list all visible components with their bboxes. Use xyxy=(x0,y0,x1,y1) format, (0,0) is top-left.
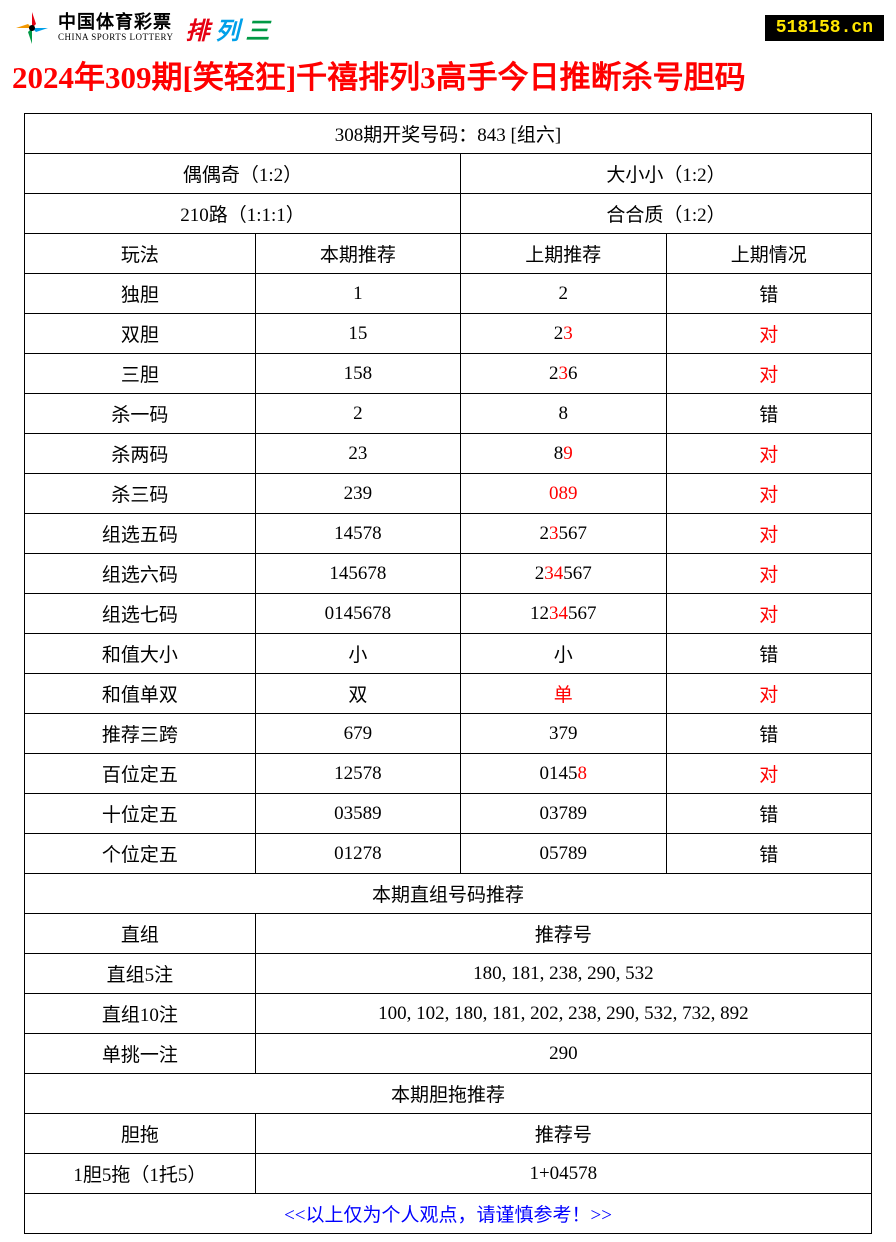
dantuo-label: 1胆5拖（1托5） xyxy=(25,1154,256,1194)
meta-cell: 210路（1:1:1） xyxy=(25,194,461,234)
page-title: 2024年309期[笑轻狂]千禧排列3高手今日推断杀号胆码 xyxy=(0,52,896,105)
prev-recommendation: 234567 xyxy=(461,554,666,594)
current-recommendation: 145678 xyxy=(255,554,460,594)
prev-recommendation: 89 xyxy=(461,434,666,474)
current-recommendation: 23 xyxy=(255,434,460,474)
current-recommendation: 小 xyxy=(255,634,460,674)
column-header: 本期推荐 xyxy=(255,234,460,274)
section-col-header: 推荐号 xyxy=(255,1114,871,1154)
section-col-header: 直组 xyxy=(25,914,256,954)
current-recommendation: 双 xyxy=(255,674,460,714)
ple-char-3: 三 xyxy=(243,11,271,46)
combo-label: 单挑一注 xyxy=(25,1034,256,1074)
play-type: 百位定五 xyxy=(25,754,256,794)
status-cell: 对 xyxy=(666,434,871,474)
status-cell: 对 xyxy=(666,554,871,594)
status-cell: 错 xyxy=(666,794,871,834)
current-recommendation: 03589 xyxy=(255,794,460,834)
play-type: 和值单双 xyxy=(25,674,256,714)
prev-recommendation: 05789 xyxy=(461,834,666,874)
play-type: 三胆 xyxy=(25,354,256,394)
prev-recommendation: 089 xyxy=(461,474,666,514)
prev-recommendation: 1234567 xyxy=(461,594,666,634)
site-url-badge: 518158.cn xyxy=(765,15,884,41)
section-title: 本期胆拖推荐 xyxy=(25,1074,872,1114)
status-cell: 错 xyxy=(666,274,871,314)
play-type: 十位定五 xyxy=(25,794,256,834)
column-header: 玩法 xyxy=(25,234,256,274)
meta-cell: 合合质（1:2） xyxy=(461,194,872,234)
lottery-logo-icon xyxy=(12,8,52,48)
status-cell: 对 xyxy=(666,514,871,554)
section-title: 本期直组号码推荐 xyxy=(25,874,872,914)
current-recommendation: 1 xyxy=(255,274,460,314)
combo-value: 290 xyxy=(255,1034,871,1074)
status-cell: 错 xyxy=(666,634,871,674)
draw-result: 308期开奖号码：843 [组六] xyxy=(25,114,872,154)
prev-recommendation: 2 xyxy=(461,274,666,314)
lottery-name-en: CHINA SPORTS LOTTERY xyxy=(58,33,173,43)
status-cell: 对 xyxy=(666,594,871,634)
combo-label: 直组5注 xyxy=(25,954,256,994)
current-recommendation: 158 xyxy=(255,354,460,394)
play-type: 推荐三跨 xyxy=(25,714,256,754)
play-type: 杀两码 xyxy=(25,434,256,474)
prediction-table: 308期开奖号码：843 [组六]偶偶奇（1:2）大小小（1:2）210路（1:… xyxy=(24,113,872,1234)
logo-section: 中国体育彩票 CHINA SPORTS LOTTERY 排 列 三 xyxy=(12,8,271,48)
current-recommendation: 15 xyxy=(255,314,460,354)
play-type: 杀一码 xyxy=(25,394,256,434)
section-col-header: 推荐号 xyxy=(255,914,871,954)
prev-recommendation: 单 xyxy=(461,674,666,714)
current-recommendation: 679 xyxy=(255,714,460,754)
play-type: 独胆 xyxy=(25,274,256,314)
status-cell: 对 xyxy=(666,314,871,354)
prev-recommendation: 236 xyxy=(461,354,666,394)
prev-recommendation: 23567 xyxy=(461,514,666,554)
combo-label: 直组10注 xyxy=(25,994,256,1034)
meta-cell: 大小小（1:2） xyxy=(461,154,872,194)
current-recommendation: 239 xyxy=(255,474,460,514)
status-cell: 对 xyxy=(666,754,871,794)
current-recommendation: 0145678 xyxy=(255,594,460,634)
prev-recommendation: 03789 xyxy=(461,794,666,834)
status-cell: 错 xyxy=(666,834,871,874)
play-type: 双胆 xyxy=(25,314,256,354)
logo-text: 中国体育彩票 CHINA SPORTS LOTTERY xyxy=(58,13,173,43)
column-header: 上期情况 xyxy=(666,234,871,274)
combo-value: 180, 181, 238, 290, 532 xyxy=(255,954,871,994)
header-bar: 中国体育彩票 CHINA SPORTS LOTTERY 排 列 三 518158… xyxy=(0,0,896,52)
current-recommendation: 14578 xyxy=(255,514,460,554)
status-cell: 对 xyxy=(666,674,871,714)
ple-char-1: 排 xyxy=(183,11,211,46)
play-type: 个位定五 xyxy=(25,834,256,874)
prev-recommendation: 379 xyxy=(461,714,666,754)
current-recommendation: 12578 xyxy=(255,754,460,794)
status-cell: 对 xyxy=(666,354,871,394)
dantuo-value: 1+04578 xyxy=(255,1154,871,1194)
play-type: 组选七码 xyxy=(25,594,256,634)
ple-char-2: 列 xyxy=(213,11,241,46)
current-recommendation: 2 xyxy=(255,394,460,434)
column-header: 上期推荐 xyxy=(461,234,666,274)
status-cell: 错 xyxy=(666,394,871,434)
play-type: 和值大小 xyxy=(25,634,256,674)
play-type: 组选五码 xyxy=(25,514,256,554)
status-cell: 错 xyxy=(666,714,871,754)
prev-recommendation: 01458 xyxy=(461,754,666,794)
prev-recommendation: 8 xyxy=(461,394,666,434)
current-recommendation: 01278 xyxy=(255,834,460,874)
prev-recommendation: 23 xyxy=(461,314,666,354)
lottery-name-cn: 中国体育彩票 xyxy=(58,13,173,33)
ple-logo: 排 列 三 xyxy=(183,11,271,46)
combo-value: 100, 102, 180, 181, 202, 238, 290, 532, … xyxy=(255,994,871,1034)
section-col-header: 胆拖 xyxy=(25,1114,256,1154)
meta-cell: 偶偶奇（1:2） xyxy=(25,154,461,194)
status-cell: 对 xyxy=(666,474,871,514)
play-type: 杀三码 xyxy=(25,474,256,514)
disclaimer: <<以上仅为个人观点，请谨慎参考！>> xyxy=(25,1194,872,1234)
prev-recommendation: 小 xyxy=(461,634,666,674)
play-type: 组选六码 xyxy=(25,554,256,594)
